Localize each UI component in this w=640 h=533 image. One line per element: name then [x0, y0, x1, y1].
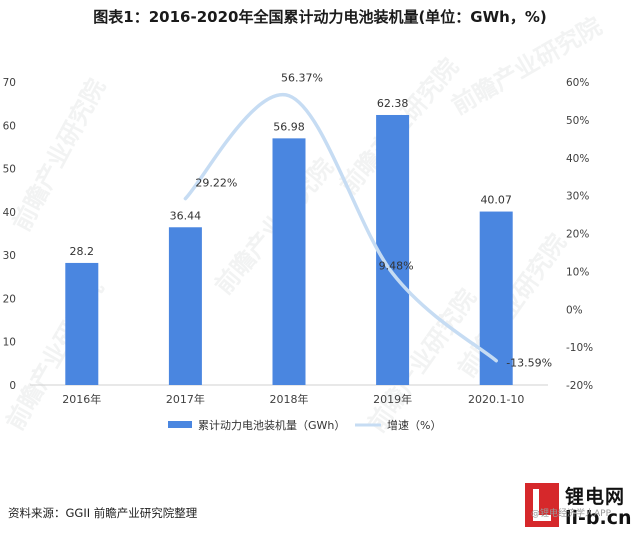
- x-tick-label: 2020.1-10: [468, 393, 524, 406]
- bar-3: [376, 114, 410, 386]
- y-right-tick-label: 60%: [566, 77, 589, 89]
- bar-data-label: 40.07: [480, 194, 512, 207]
- y-right-tick-label: 40%: [566, 153, 589, 165]
- y-left-tick-label: 20: [3, 293, 16, 305]
- logo-url: li-b.cn: [565, 507, 632, 529]
- y-right-tick-label: 50%: [566, 115, 589, 127]
- legend-label-bar: 累计动力电池装机量（GWh）: [198, 418, 345, 432]
- chart-title: 图表1：2016-2020年全国累计动力电池装机量(单位：GWh，%): [93, 8, 547, 26]
- bar-1: [168, 227, 202, 385]
- legend-swatch-bar: [168, 421, 192, 428]
- y-left-tick-label: 0: [9, 380, 16, 392]
- bar-0: [65, 262, 99, 385]
- y-right-tick-label: 10%: [566, 266, 589, 278]
- legend-label-line: 增速（%）: [387, 418, 441, 432]
- logo-mark-icon: [525, 483, 559, 527]
- watermark-text-5: 前瞻产业研究院: [447, 12, 606, 120]
- y-left-tick-label: 60: [3, 120, 16, 132]
- line-data-label: 29.22%: [195, 177, 237, 190]
- line-data-label: 56.37%: [281, 72, 323, 85]
- bar-2: [272, 138, 306, 385]
- y-right-tick-label: -20%: [566, 380, 593, 392]
- x-tick-label: 2016年: [62, 392, 101, 406]
- bar-data-label: 36.44: [170, 209, 202, 222]
- y-right-tick-label: 0%: [566, 304, 583, 316]
- x-tick-label: 2018年: [270, 392, 309, 406]
- line-data-label: -13.59%: [506, 357, 552, 370]
- growth-line: [183, 92, 498, 363]
- bar-data-label: 28.2: [70, 245, 95, 258]
- y-left-tick-label: 50: [3, 164, 16, 176]
- logo-subtitle: @锂电经济学人APP: [531, 509, 612, 519]
- bar-data-label: 56.98: [273, 120, 305, 133]
- x-tick-label: 2017年: [166, 392, 205, 406]
- watermark-text-0: 前瞻产业研究院: [7, 74, 111, 235]
- y-right-tick-label: 20%: [566, 229, 589, 241]
- y-left-tick-label: 70: [3, 77, 16, 89]
- x-tick-label: 2019年: [373, 392, 412, 406]
- y-right-tick-label: -10%: [566, 342, 593, 354]
- bar-4: [479, 211, 513, 385]
- bar-data-label: 62.38: [377, 97, 409, 110]
- source-note: 资料来源：GGII 前瞻产业研究院整理: [8, 506, 198, 520]
- y-left-tick-label: 40: [3, 207, 16, 219]
- y-right-tick-label: 30%: [566, 191, 589, 203]
- logo-name: 锂电网: [565, 486, 626, 508]
- y-left-tick-label: 30: [3, 250, 16, 262]
- y-left-tick-label: 10: [3, 337, 16, 349]
- line-data-label: 9.48%: [379, 259, 414, 272]
- site-logo: 锂电网 li-b.cn @锂电经济学人APP: [521, 478, 640, 533]
